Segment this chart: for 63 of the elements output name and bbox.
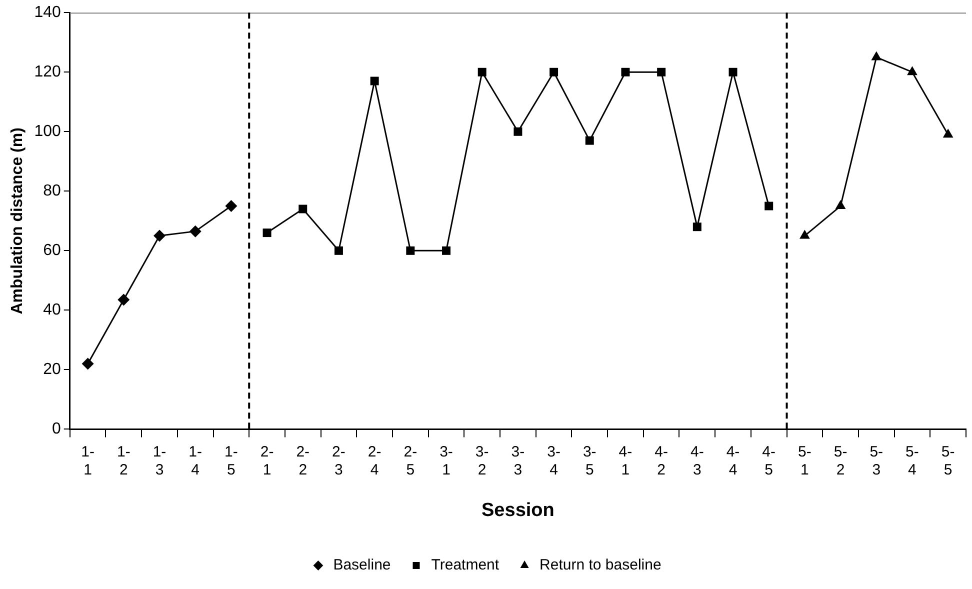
point <box>478 68 486 76</box>
point <box>835 200 846 210</box>
point <box>800 230 810 239</box>
legend-label: Treatment <box>431 556 500 574</box>
x-tick-label: 5-3 <box>870 443 884 478</box>
point <box>442 246 450 255</box>
point <box>907 66 918 76</box>
x-tick-label: 5-1 <box>798 443 812 478</box>
y-tick-label: 60 <box>43 242 61 260</box>
x-tick-label: 2-3 <box>332 443 346 478</box>
point <box>154 230 166 242</box>
x-tick-label: 2-2 <box>296 443 310 478</box>
x-tick-label: 2-1 <box>260 443 274 478</box>
y-tick-label: 120 <box>34 64 61 81</box>
x-tick-label: 5-5 <box>941 443 955 478</box>
point <box>585 136 594 145</box>
point <box>621 68 630 76</box>
x-tick-label: 3-5 <box>582 443 596 478</box>
point <box>298 204 308 214</box>
point <box>82 358 94 370</box>
x-tick-label: 4-5 <box>762 443 776 478</box>
x-tick-label: 3-2 <box>475 443 489 478</box>
y-tick-label: 40 <box>43 302 61 319</box>
point <box>550 68 558 76</box>
y-tick-label: 100 <box>34 123 61 140</box>
point <box>871 51 882 60</box>
point <box>118 294 130 306</box>
y-axis-title: Ambulation distance (m) <box>9 128 26 314</box>
x-tick-label: 4-1 <box>618 443 632 478</box>
point <box>514 127 522 136</box>
x-tick-label: 4-3 <box>690 443 704 478</box>
x-tick-label: 1-5 <box>224 443 238 478</box>
x-tick-label: 1-4 <box>188 443 202 478</box>
x-tick-label: 1-1 <box>81 443 94 478</box>
y-tick-label: 80 <box>43 182 61 200</box>
x-tick-label: 4-2 <box>654 443 668 478</box>
y-tick-label: 0 <box>52 420 61 438</box>
point <box>728 68 738 76</box>
x-tick-label: 2-4 <box>368 443 382 478</box>
point <box>370 76 379 86</box>
x-tick-label: 5-4 <box>906 443 919 478</box>
x-tick-label: 4-4 <box>726 443 740 478</box>
point <box>225 200 238 212</box>
point <box>657 68 666 76</box>
point <box>334 246 343 255</box>
x-tick-label: 1-2 <box>116 443 130 478</box>
point <box>764 202 774 210</box>
x-tick-label: 3-3 <box>511 443 525 478</box>
x-tick-label: 3-4 <box>547 443 560 478</box>
point <box>942 128 954 138</box>
x-tick-label: 2-5 <box>404 443 418 478</box>
x-tick-label: 3-1 <box>440 443 453 478</box>
legend-label: Return to baseline <box>540 556 662 574</box>
x-axis-title: Session <box>482 500 554 521</box>
legend-label: Baseline <box>333 556 391 574</box>
y-tick-label: 140 <box>34 4 61 22</box>
point <box>406 246 415 255</box>
x-tick-label: 5-2 <box>834 443 848 478</box>
point <box>262 228 272 238</box>
y-tick-label: 20 <box>43 361 61 378</box>
x-tick-label: 1-3 <box>152 443 166 478</box>
point <box>189 225 202 238</box>
point <box>692 222 702 232</box>
